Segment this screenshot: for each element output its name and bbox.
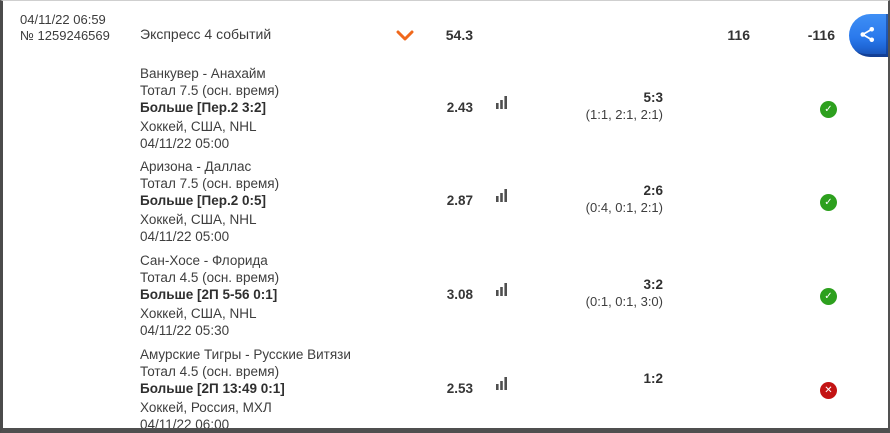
event-info: Ванкувер - Анахайм Тотал 7.5 (осн. время… bbox=[140, 65, 440, 152]
event-selection: Больше [Пер.2 3:2] bbox=[140, 100, 266, 115]
event-teams: Амурские Тигры - Русские Витязи bbox=[140, 347, 351, 362]
event-start-time: 04/11/22 05:00 bbox=[140, 136, 230, 151]
event-selection: Больше [Пер.2 0:5] bbox=[140, 193, 266, 208]
bet-date-and-id: 04/11/22 06:59 № 1259246569 bbox=[20, 12, 110, 44]
event-odds: 2.87 bbox=[446, 193, 473, 208]
event-score: 3:2 bbox=[643, 277, 663, 292]
event-market: Тотал 7.5 (осн. время) bbox=[140, 176, 280, 191]
event-teams: Аризона - Даллас bbox=[140, 159, 252, 174]
event-teams: Ванкувер - Анахайм bbox=[140, 66, 266, 81]
bar-chart-icon[interactable] bbox=[496, 189, 508, 202]
event-score: 2:6 bbox=[643, 183, 663, 198]
event-start-time: 04/11/22 05:00 bbox=[140, 229, 230, 244]
chevron-down-icon[interactable] bbox=[395, 29, 415, 41]
event-league: Хоккей, США, NHL bbox=[140, 306, 257, 321]
event-league: Хоккей, США, NHL bbox=[140, 119, 257, 134]
event-market: Тотал 4.5 (осн. время) bbox=[140, 364, 280, 379]
event-info: Амурские Тигры - Русские Витязи Тотал 4.… bbox=[140, 346, 440, 432]
event-row: Аризона - Даллас Тотал 7.5 (осн. время) … bbox=[3, 158, 888, 252]
event-score-block: 5:3 (1:1, 2:1, 2:1) bbox=[523, 90, 663, 122]
event-info: Сан-Хосе - Флорида Тотал 4.5 (осн. время… bbox=[140, 252, 440, 339]
event-start-time: 04/11/22 05:30 bbox=[140, 323, 230, 338]
event-row: Ванкувер - Анахайм Тотал 7.5 (осн. время… bbox=[3, 65, 888, 159]
status-won-icon: ✓ bbox=[820, 194, 837, 211]
event-selection: Больше [2П 13:49 0:1] bbox=[140, 381, 285, 396]
event-row: Амурские Тигры - Русские Витязи Тотал 4.… bbox=[3, 346, 888, 432]
event-teams: Сан-Хосе - Флорида bbox=[140, 253, 268, 268]
event-league: Хоккей, Россия, МХЛ bbox=[140, 400, 272, 415]
share-button[interactable] bbox=[849, 14, 888, 57]
bet-type-label: Экспресс 4 событий bbox=[140, 26, 272, 42]
events-list: Ванкувер - Анахайм Тотал 7.5 (осн. время… bbox=[3, 1, 888, 428]
bar-chart-icon[interactable] bbox=[496, 96, 508, 109]
event-score: 5:3 bbox=[643, 90, 663, 105]
total-coefficient: 54.3 bbox=[445, 27, 473, 43]
event-odds: 2.43 bbox=[446, 100, 473, 115]
event-market: Тотал 4.5 (осн. время) bbox=[140, 270, 280, 285]
event-row: Сан-Хосе - Флорида Тотал 4.5 (осн. время… bbox=[3, 252, 888, 346]
bar-chart-icon[interactable] bbox=[496, 283, 508, 296]
event-info: Аризона - Даллас Тотал 7.5 (осн. время) … bbox=[140, 158, 440, 245]
event-score-block: 2:6 (0:4, 0:1, 2:1) bbox=[523, 183, 663, 215]
status-lost-icon: ✕ bbox=[820, 382, 837, 399]
event-score-block: 3:2 (0:1, 0:1, 3:0) bbox=[523, 277, 663, 309]
stake-amount: 116 bbox=[727, 27, 750, 43]
share-icon bbox=[858, 25, 881, 47]
event-selection: Больше [2П 5-56 0:1] bbox=[140, 287, 278, 302]
score-periods: (0:1, 0:1, 3:0) bbox=[585, 294, 663, 309]
bet-ticket-number: № 1259246569 bbox=[20, 28, 110, 43]
event-league: Хоккей, США, NHL bbox=[140, 212, 257, 227]
event-odds: 2.53 bbox=[446, 381, 473, 396]
bar-chart-icon[interactable] bbox=[496, 377, 508, 390]
score-periods: (1:1, 2:1, 2:1) bbox=[585, 107, 663, 122]
result-amount: -116 bbox=[807, 27, 835, 43]
bet-date: 04/11/22 06:59 bbox=[20, 12, 106, 27]
event-odds: 3.08 bbox=[446, 287, 473, 302]
status-won-icon: ✓ bbox=[820, 288, 837, 305]
score-periods: (0:4, 0:1, 2:1) bbox=[585, 200, 663, 215]
event-score-block: 1:2 bbox=[523, 371, 663, 386]
event-market: Тотал 7.5 (осн. время) bbox=[140, 83, 280, 98]
event-score: 1:2 bbox=[643, 371, 663, 386]
status-won-icon: ✓ bbox=[820, 101, 837, 118]
event-start-time: 04/11/22 06:00 bbox=[140, 417, 230, 432]
